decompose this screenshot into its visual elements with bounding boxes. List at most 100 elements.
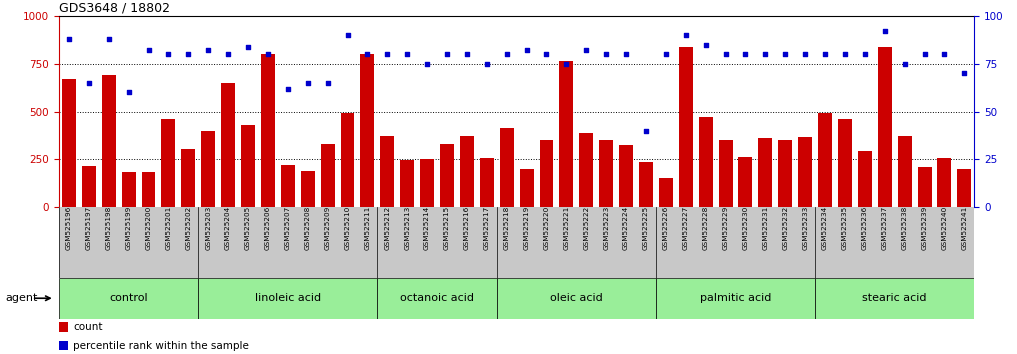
Bar — [599, 140, 613, 207]
Text: octanoic acid: octanoic acid — [400, 293, 474, 303]
Bar — [499, 128, 514, 207]
Text: percentile rank within the sample: percentile rank within the sample — [73, 341, 249, 350]
Bar — [241, 125, 255, 207]
Bar — [380, 136, 395, 207]
Point — [698, 42, 714, 47]
Bar — [320, 144, 335, 207]
Point — [956, 70, 972, 76]
Bar — [281, 165, 295, 207]
Bar — [838, 119, 852, 207]
Bar — [659, 178, 673, 207]
Point — [758, 51, 774, 57]
Bar — [957, 169, 971, 207]
Bar — [878, 46, 892, 207]
Bar — [261, 54, 275, 207]
Text: palmitic acid: palmitic acid — [700, 293, 771, 303]
Bar — [699, 117, 713, 207]
Point — [598, 51, 614, 57]
Bar — [59, 341, 68, 350]
Point — [737, 51, 754, 57]
Point — [61, 36, 77, 42]
Bar — [59, 322, 68, 332]
Point — [498, 51, 515, 57]
Bar — [102, 75, 116, 207]
Point — [558, 61, 575, 67]
Bar — [420, 159, 434, 207]
Bar — [162, 119, 175, 207]
Bar — [520, 169, 534, 207]
Text: stearic acid: stearic acid — [862, 293, 926, 303]
Bar — [82, 166, 96, 207]
Point — [717, 51, 733, 57]
Point — [300, 80, 316, 86]
Point — [120, 90, 136, 95]
Point — [797, 51, 814, 57]
Bar — [778, 140, 792, 207]
Bar — [341, 113, 355, 207]
Point — [161, 51, 177, 57]
Bar — [580, 132, 593, 207]
Bar — [360, 54, 374, 207]
Point — [777, 51, 793, 57]
Point — [618, 51, 635, 57]
Point — [658, 51, 674, 57]
Point — [439, 51, 456, 57]
Point — [200, 47, 217, 53]
Bar — [858, 151, 872, 207]
Bar — [201, 131, 216, 207]
Bar — [401, 160, 414, 207]
Bar — [738, 158, 753, 207]
Bar — [301, 171, 314, 207]
Point — [180, 51, 196, 57]
Point — [80, 80, 97, 86]
Text: oleic acid: oleic acid — [550, 293, 603, 303]
Point — [220, 51, 236, 57]
Bar — [377, 278, 496, 319]
Point — [319, 80, 336, 86]
Bar — [619, 145, 633, 207]
Text: agent: agent — [5, 293, 38, 303]
Bar — [540, 140, 553, 207]
Bar — [62, 79, 76, 207]
Point — [419, 61, 435, 67]
Bar — [639, 162, 653, 207]
Bar — [917, 167, 932, 207]
Bar — [496, 278, 656, 319]
Bar — [759, 138, 772, 207]
Point — [101, 36, 117, 42]
Bar — [141, 172, 156, 207]
Point — [538, 51, 554, 57]
Point — [340, 32, 356, 38]
Point — [399, 51, 415, 57]
Bar — [815, 278, 974, 319]
Point — [259, 51, 276, 57]
Bar — [181, 149, 195, 207]
Point — [916, 51, 933, 57]
Point — [638, 128, 654, 133]
Bar — [559, 61, 574, 207]
Bar — [480, 158, 494, 207]
Point — [519, 47, 535, 53]
Point — [379, 51, 396, 57]
Point — [578, 47, 594, 53]
Point — [479, 61, 495, 67]
Point — [459, 51, 475, 57]
Point — [937, 51, 953, 57]
Bar — [59, 278, 198, 319]
Text: count: count — [73, 322, 103, 332]
Bar — [440, 144, 454, 207]
Point — [359, 51, 375, 57]
Point — [677, 32, 694, 38]
Bar — [938, 158, 952, 207]
Bar — [460, 136, 474, 207]
Point — [897, 61, 913, 67]
Point — [837, 51, 853, 57]
Text: linoleic acid: linoleic acid — [254, 293, 321, 303]
Point — [856, 51, 873, 57]
Bar — [122, 172, 135, 207]
Bar — [221, 83, 235, 207]
Point — [280, 86, 296, 91]
Bar — [818, 113, 832, 207]
Point — [877, 28, 893, 34]
Bar — [656, 278, 815, 319]
